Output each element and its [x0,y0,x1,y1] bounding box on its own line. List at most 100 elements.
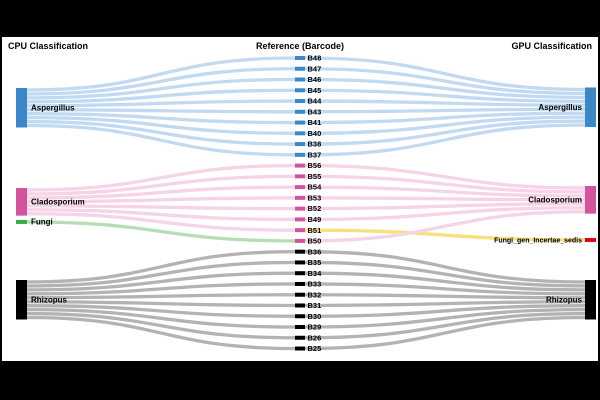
flow-right-B47 [304,67,586,96]
barcode-label-B26: B26 [308,333,322,342]
flow-left-B50 [26,220,296,243]
flow-right-B30 [304,304,586,318]
flow-right-B33 [304,282,586,296]
right-node-rhizopus [585,280,596,320]
barcode-label-B44: B44 [308,97,323,106]
left-node-rhizopus [16,280,27,320]
flow-left-B41 [26,112,296,125]
barcode-node-B47 [295,66,305,71]
flow-left-B46 [26,77,296,100]
barcode-node-B51 [295,228,305,233]
flow-left-B29 [26,307,296,329]
flow-left-B36 [26,250,296,284]
barcode-label-B47: B47 [308,64,322,73]
barcode-label-B37: B37 [308,150,322,159]
flow-right-B34 [304,271,586,292]
left-node-label-fungi: Fungi [31,218,53,227]
barcode-label-B33: B33 [308,280,322,289]
flow-right-B36 [304,250,586,284]
barcode-label-B35: B35 [308,258,322,267]
barcode-node-B45 [295,88,305,93]
barcode-node-B53 [295,195,305,200]
barcode-label-B36: B36 [308,247,322,256]
left-node-label-aspergillus: Aspergillus [31,103,75,112]
barcode-label-B40: B40 [308,129,322,138]
left-node-cladosporium [16,188,27,216]
barcode-node-B54 [295,185,305,190]
flow-left-B51 [26,212,296,232]
flow-left-B35 [26,260,296,288]
barcode-label-B56: B56 [308,161,322,170]
flow-left-B37 [26,123,296,157]
barcode-node-B34 [295,271,305,276]
flow-right-B56 [304,163,586,190]
barcode-node-B36 [295,249,305,254]
barcode-node-B56 [295,163,305,168]
barcode-label-B30: B30 [308,312,322,321]
barcode-label-B51: B51 [308,226,322,235]
right-node-label-cladosporium: Cladosporium [528,196,582,205]
left-node-fungi [16,220,27,224]
barcode-node-B52 [295,206,305,211]
flow-right-B32 [304,293,586,300]
flow-left-B34 [26,271,296,292]
barcode-node-B43 [295,109,305,114]
barcode-node-B26 [295,335,305,340]
right-node-label-aspergillus: Aspergillus [538,103,582,112]
flow-right-B54 [304,185,586,198]
flow-left-B44 [26,99,296,108]
barcode-label-B32: B32 [308,290,322,299]
flow-left-B56 [26,163,296,192]
flow-left-B30 [26,304,296,318]
right-node-fungi_gen_incertae_sedis [585,238,596,242]
flow-left-B48 [26,56,296,92]
flow-right-B46 [304,77,586,100]
flow-right-B53 [304,196,586,202]
barcode-label-B55: B55 [308,172,322,181]
flow-left-B55 [26,174,296,196]
flow-right-B25 [304,315,586,351]
barcode-label-B49: B49 [308,215,322,224]
barcode-node-B32 [295,292,305,297]
barcode-node-B48 [295,56,305,60]
barcode-label-B25: B25 [308,344,322,353]
flow-right-B26 [304,311,586,340]
flow-right-B40 [304,115,586,135]
left-column-header: CPU Classification [8,41,88,51]
flow-right-B49 [304,206,586,222]
flow-left-B47 [26,67,296,96]
flow-left-B43 [26,108,296,114]
barcode-label-B41: B41 [308,118,322,127]
flow-left-B40 [26,115,296,135]
barcode-label-B46: B46 [308,75,322,84]
flow-left-B25 [26,315,296,351]
barcode-node-B29 [295,325,305,329]
flow-right-B55 [304,174,586,194]
barcode-node-B41 [295,120,305,125]
flow-right-B31 [304,300,586,308]
flow-right-B29 [304,307,586,329]
barcode-node-B40 [295,131,305,136]
barcode-label-B53: B53 [308,193,322,202]
barcode-node-B35 [295,260,305,265]
right-node-aspergillus [585,87,596,127]
flow-left-B31 [26,300,296,308]
flow-left-B52 [26,204,296,211]
barcode-label-B50: B50 [308,237,322,246]
barcode-label-B48: B48 [308,54,322,63]
flow-right-B45 [304,88,586,103]
barcode-label-B31: B31 [308,301,322,310]
left-node-label-rhizopus: Rhizopus [31,295,68,304]
barcode-label-B54: B54 [308,183,323,192]
flow-left-B26 [26,311,296,340]
right-node-label-rhizopus: Rhizopus [546,295,583,304]
flow-right-B37 [304,123,586,157]
barcode-node-B44 [295,99,305,104]
left-node-aspergillus [16,88,27,128]
flow-right-B41 [304,111,586,125]
middle-column-header: Reference (Barcode) [256,41,344,51]
right-column-header: GPU Classification [511,41,592,51]
barcode-node-B33 [295,281,305,286]
